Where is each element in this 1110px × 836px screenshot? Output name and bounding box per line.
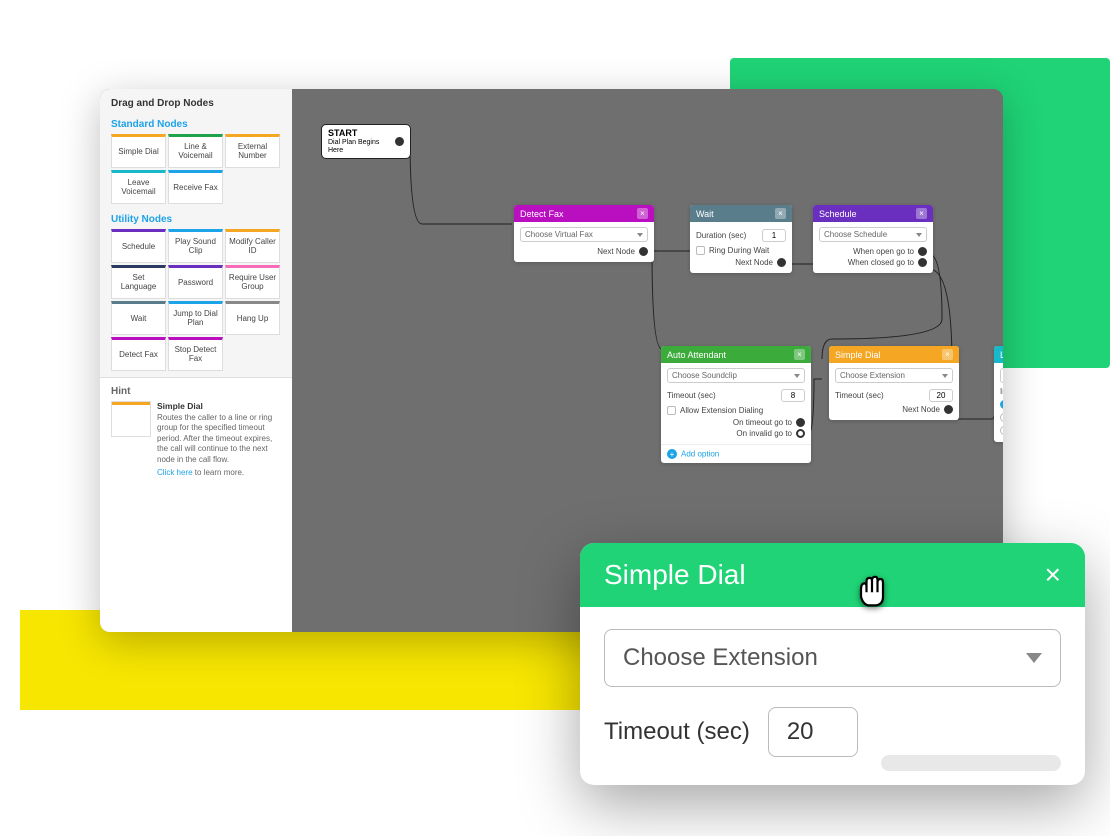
palette-node-schedule[interactable]: Schedule	[111, 229, 166, 263]
simple-dial-dialog[interactable]: Simple Dial × Choose Extension Timeout (…	[580, 543, 1085, 785]
start-subtitle: Dial Plan Begins Here	[328, 139, 379, 154]
extension-select[interactable]: Choose Extension	[1000, 368, 1003, 383]
close-icon[interactable]: ×	[794, 349, 805, 360]
timeout-input[interactable]	[768, 707, 858, 757]
node-header[interactable]: Auto Attendant ×	[661, 346, 811, 363]
schedule-node[interactable]: Schedule × Choose Schedule When open go …	[813, 205, 933, 273]
start-output-port[interactable]	[395, 137, 404, 146]
sidebar-title: Drag and Drop Nodes	[100, 89, 292, 115]
schedule-select[interactable]: Choose Schedule	[819, 227, 927, 242]
timeout-label: Timeout (sec)	[604, 718, 750, 746]
output-port[interactable]	[777, 258, 786, 267]
palette-node-receive-fax[interactable]: Receive Fax	[168, 170, 223, 204]
hint-title: Hint	[111, 386, 281, 397]
extension-select[interactable]: Choose Extension	[604, 629, 1061, 687]
node-header[interactable]: Schedule ×	[813, 205, 933, 222]
palette-node-password[interactable]: Password	[168, 265, 223, 299]
ring-checkbox[interactable]	[696, 246, 705, 255]
node-palette-sidebar: Drag and Drop Nodes Standard Nodes Simpl…	[100, 89, 292, 632]
palette-node-modify-caller-id[interactable]: Modify Caller ID	[225, 229, 280, 263]
hint-description: Routes the caller to a line or ring grou…	[157, 413, 272, 464]
chevron-down-icon	[1026, 653, 1042, 663]
palette-node-jump-to-dial-plan[interactable]: Jump to Dial Plan	[168, 301, 223, 335]
utility-nodes-section: Utility Nodes SchedulePlay Sound ClipMod…	[100, 210, 292, 377]
palette-node-detect-fax[interactable]: Detect Fax	[111, 337, 166, 371]
close-icon[interactable]: ×	[637, 208, 648, 219]
palette-node-simple-dial[interactable]: Simple Dial	[111, 134, 166, 168]
close-icon[interactable]: ×	[942, 349, 953, 360]
hint-text: Simple Dial Routes the caller to a line …	[157, 401, 281, 478]
radio-unavailable[interactable]	[1000, 413, 1003, 422]
extension-select[interactable]: Choose Extension	[835, 368, 953, 383]
leave-voicemail-node[interactable]: Leave Voicemail × Choose Extension Instr…	[994, 346, 1003, 442]
radio-no-message[interactable]	[1000, 426, 1003, 435]
standard-nodes-section: Standard Nodes Simple DialLine & Voicema…	[100, 115, 292, 210]
output-port[interactable]	[639, 247, 648, 256]
start-node[interactable]: START Dial Plan Begins Here	[321, 124, 411, 159]
start-title: START	[328, 129, 391, 139]
palette-node-hang-up[interactable]: Hang Up	[225, 301, 280, 335]
simple-dial-node[interactable]: Simple Dial × Choose Extension Timeout (…	[829, 346, 959, 420]
dialog-header[interactable]: Simple Dial ×	[580, 543, 1085, 607]
wait-node[interactable]: Wait × Duration (sec) Ring During Wait N…	[690, 205, 792, 273]
palette-node-set-language[interactable]: Set Language	[111, 265, 166, 299]
hint-learn-more-link[interactable]: Click here to learn more.	[157, 468, 281, 478]
palette-node-wait[interactable]: Wait	[111, 301, 166, 335]
auto-attendant-node[interactable]: Auto Attendant × Choose Soundclip Timeou…	[661, 346, 811, 463]
add-option-button[interactable]: Add option	[661, 444, 811, 463]
utility-title: Utility Nodes	[111, 214, 281, 225]
palette-node-play-sound-clip[interactable]: Play Sound Clip	[168, 229, 223, 263]
radio-busy[interactable]	[1000, 400, 1003, 409]
close-icon[interactable]: ×	[775, 208, 786, 219]
palette-node-line-voicemail[interactable]: Line & Voicemail	[168, 134, 223, 168]
palette-node-stop-detect-fax[interactable]: Stop Detect Fax	[168, 337, 223, 371]
palette-node-external-number[interactable]: External Number	[225, 134, 280, 168]
timeout-input[interactable]	[929, 389, 953, 402]
node-header[interactable]: Simple Dial ×	[829, 346, 959, 363]
node-header[interactable]: Detect Fax ×	[514, 205, 654, 222]
hint-thumbnail	[111, 401, 151, 437]
node-header[interactable]: Leave Voicemail ×	[994, 346, 1003, 363]
standard-title: Standard Nodes	[111, 119, 281, 130]
node-header[interactable]: Wait ×	[690, 205, 792, 222]
palette-node-require-user-group[interactable]: Require User Group	[225, 265, 280, 299]
closed-port[interactable]	[918, 258, 927, 267]
scrollbar-thumb[interactable]	[881, 755, 1061, 771]
allow-ext-checkbox[interactable]	[667, 406, 676, 415]
close-icon[interactable]: ×	[1045, 559, 1061, 591]
close-icon[interactable]: ×	[916, 208, 927, 219]
palette-node-leave-voicemail[interactable]: Leave Voicemail	[111, 170, 166, 204]
timeout-port[interactable]	[796, 418, 805, 427]
hint-panel: Hint Simple Dial Routes the caller to a …	[100, 377, 292, 632]
invalid-port[interactable]	[796, 429, 805, 438]
virtual-fax-select[interactable]: Choose Virtual Fax	[520, 227, 648, 242]
dialog-title: Simple Dial	[604, 559, 746, 591]
open-port[interactable]	[918, 247, 927, 256]
output-port[interactable]	[944, 405, 953, 414]
hint-node-name: Simple Dial	[157, 401, 281, 412]
soundclip-select[interactable]: Choose Soundclip	[667, 368, 805, 383]
timeout-input[interactable]	[781, 389, 805, 402]
detect-fax-node[interactable]: Detect Fax × Choose Virtual Fax Next Nod…	[514, 205, 654, 262]
duration-input[interactable]	[762, 229, 786, 242]
instruction-label: Instruction Message Type:	[1000, 387, 1003, 396]
